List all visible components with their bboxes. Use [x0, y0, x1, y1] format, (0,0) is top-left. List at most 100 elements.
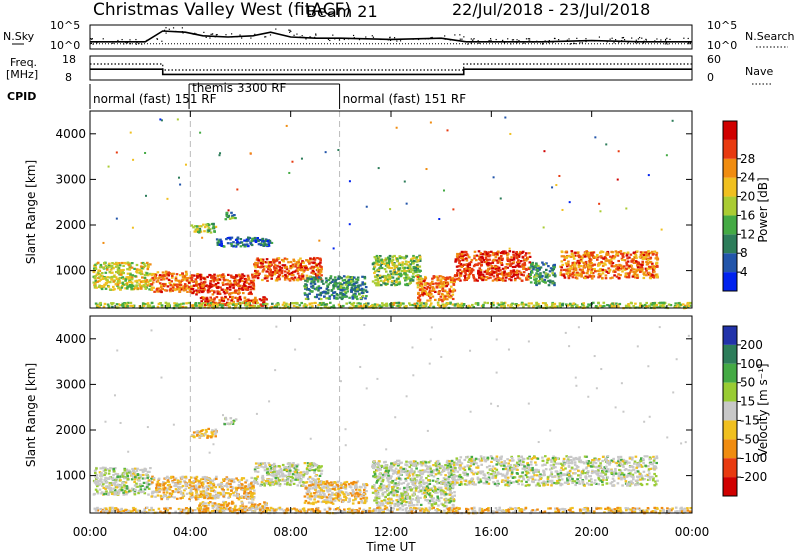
- data-cell: [157, 277, 160, 280]
- data-cell: [206, 494, 210, 497]
- noise-sample-point: [687, 37, 689, 40]
- data-cell: [209, 493, 212, 496]
- data-cell: [101, 272, 104, 275]
- data-cell: [296, 279, 300, 282]
- data-cell: [312, 272, 315, 275]
- data-cell: [135, 285, 138, 288]
- data-cell: [103, 493, 106, 496]
- noise-sample-point: [181, 27, 183, 29]
- data-cell: [271, 302, 274, 305]
- data-cell: [261, 278, 264, 282]
- data-cell: [227, 492, 230, 495]
- data-cell: [662, 306, 665, 309]
- data-cell: [263, 277, 267, 280]
- data-cell: [250, 239, 253, 243]
- data-cell: [573, 263, 576, 266]
- data-cell: [501, 277, 505, 280]
- data-cell: [219, 484, 222, 487]
- data-cell: [217, 494, 221, 497]
- data-cell: [374, 270, 377, 273]
- data-cell: [227, 477, 230, 481]
- data-cell: [121, 481, 124, 485]
- data-cell: [236, 299, 240, 303]
- data-cell: [370, 305, 373, 308]
- data-cell: [500, 258, 504, 262]
- data-cell: [375, 254, 379, 258]
- data-cell: [136, 485, 139, 488]
- data-cell: [167, 274, 171, 277]
- data-cell: [96, 492, 100, 495]
- sparse-data-cell: [227, 209, 230, 212]
- data-cell: [124, 287, 127, 290]
- data-cell: [278, 261, 281, 264]
- data-cell: [659, 301, 662, 304]
- data-cell: [228, 301, 232, 304]
- data-cell: [517, 254, 521, 257]
- data-cell: [418, 281, 422, 284]
- data-cell: [260, 238, 264, 241]
- sparse-data-cell: [543, 150, 546, 153]
- data-cell: [114, 472, 118, 475]
- data-cell: [477, 250, 481, 253]
- data-cell: [224, 492, 228, 495]
- data-cell: [548, 274, 551, 277]
- data-cell: [194, 228, 198, 231]
- data-cell: [655, 262, 658, 265]
- data-cell: [409, 263, 412, 266]
- data-cell: [562, 255, 566, 258]
- data-cell: [94, 263, 97, 266]
- data-cell: [353, 294, 357, 297]
- data-cell: [355, 295, 358, 298]
- data-cell: [120, 486, 124, 489]
- data-cell: [491, 270, 494, 273]
- data-cell: [375, 262, 379, 265]
- data-cell: [203, 475, 207, 479]
- data-cell: [340, 277, 343, 280]
- data-cell: [645, 269, 648, 272]
- data-cell: [199, 297, 203, 300]
- data-cell: [646, 267, 650, 270]
- data-cell: [380, 258, 383, 261]
- data-cell: [288, 303, 291, 306]
- data-cell: [123, 477, 126, 480]
- noise-sample-point: [172, 27, 175, 29]
- data-cell: [99, 274, 103, 277]
- colorbar-tick-label: 24: [740, 171, 755, 185]
- data-cell: [412, 262, 415, 265]
- data-cell: [304, 264, 308, 268]
- data-cell: [360, 291, 364, 295]
- data-cell: [133, 267, 136, 270]
- data-cell: [139, 468, 142, 472]
- sparse-data-cell: [405, 202, 408, 205]
- data-cell: [225, 477, 229, 480]
- data-cell: [259, 242, 262, 245]
- data-cell: [278, 268, 282, 271]
- data-cell: [517, 265, 521, 268]
- data-cell: [273, 265, 276, 268]
- data-cell: [582, 266, 586, 269]
- data-cell: [153, 277, 156, 280]
- data-cell: [220, 299, 223, 302]
- data-cell: [231, 214, 234, 217]
- data-cell: [195, 293, 198, 296]
- data-cell: [126, 272, 130, 275]
- data-cell: [178, 482, 182, 485]
- data-cell: [125, 276, 129, 279]
- data-cell: [479, 252, 483, 255]
- noise-right-label: N.Search: [745, 30, 795, 43]
- data-cell: [626, 251, 630, 254]
- data-cell: [482, 303, 485, 306]
- data-cell: [349, 280, 353, 283]
- data-cell: [391, 273, 395, 276]
- data-cell: [586, 305, 589, 308]
- data-cell: [404, 262, 407, 266]
- data-cell: [229, 238, 232, 241]
- data-cell: [451, 277, 454, 280]
- noise-sample-point: [490, 39, 492, 42]
- data-cell: [123, 302, 126, 305]
- sparse-data-cell: [605, 143, 608, 146]
- data-cell: [530, 269, 534, 272]
- data-cell: [156, 290, 159, 293]
- data-cell: [486, 272, 489, 275]
- cpid-segment-label: normal (fast) 151 RF: [343, 92, 467, 106]
